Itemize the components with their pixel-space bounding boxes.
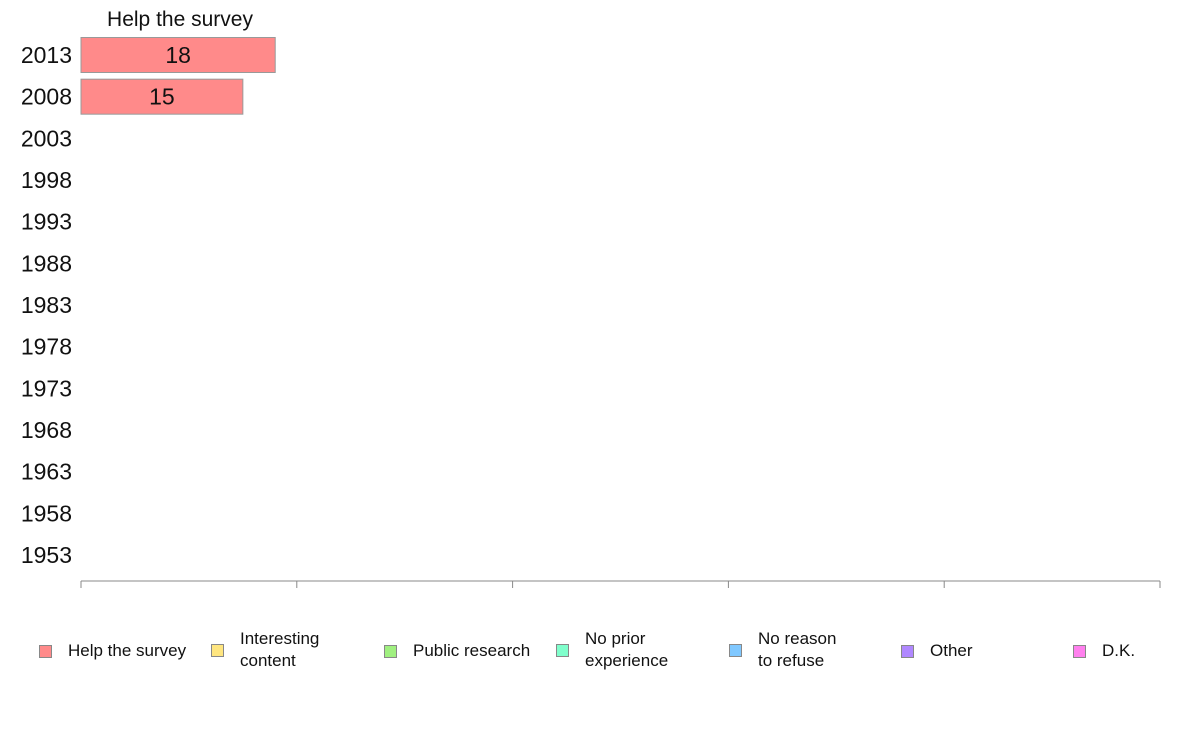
legend-swatch (556, 643, 569, 657)
y-tick-label: 1998 (21, 167, 72, 193)
legend-label: D.K. (1102, 641, 1136, 660)
y-tick-label: 1973 (21, 375, 72, 401)
legend-item: Help the survey (39, 640, 186, 662)
y-tick-label: 2003 (21, 125, 72, 151)
legend-item: Interesting content (211, 628, 319, 672)
legend-label: Public research (413, 641, 531, 660)
legend-label: No reason to refuse (758, 629, 837, 670)
chart: Help the survey 2013 2008 2003 1998 1993 1988… (21, 8, 1177, 600)
legend-item: No prior experience (556, 628, 668, 672)
legend-item: Public research (384, 640, 530, 662)
legend-swatch (729, 643, 742, 657)
bar (80, 78, 244, 115)
legend-swatch (39, 644, 52, 658)
y-tick-label: 2013 (21, 42, 72, 68)
legend-swatch (384, 644, 397, 658)
legend: Help the survey Interesting content Public… (0, 628, 1188, 688)
legend-label: Help the survey (68, 641, 187, 660)
y-tick-label: 1983 (21, 292, 72, 318)
x-tick-label: 40 (501, 597, 523, 600)
x-axis: 0 20 40 60 80 100 (75, 580, 1177, 600)
y-tick-label: 1953 (21, 542, 72, 568)
legend-swatch (211, 643, 224, 657)
panel-title: Help the survey (107, 8, 253, 31)
x-tick-label: 60 (717, 597, 739, 600)
legend-item: Other (901, 640, 973, 662)
legend-swatch (901, 644, 914, 658)
legend-swatch (1073, 644, 1086, 658)
y-tick-label: 1978 (21, 334, 72, 360)
bar-value-label: 18 (165, 42, 191, 68)
legend-label: Other (930, 641, 973, 660)
legend-label: Interesting content (240, 629, 320, 670)
legend-label: No prior experience (585, 629, 669, 670)
legend-item: D.K. (1073, 640, 1135, 662)
y-tick-label: 1958 (21, 500, 72, 526)
y-tick-label: 2008 (21, 84, 72, 110)
x-tick-label: 80 (933, 597, 955, 600)
legend-item: No reason to refuse (729, 628, 836, 672)
y-axis-labels: 2013 2008 2003 1998 1993 1988 1983 1978 1973 1968… (21, 42, 72, 568)
x-tick-label: 0 (75, 597, 86, 600)
y-tick-label: 1993 (21, 209, 72, 235)
x-tick-label: 100 (1143, 597, 1176, 600)
x-tick-label: 20 (286, 597, 308, 600)
y-tick-label: 1963 (21, 459, 72, 485)
y-tick-label: 1968 (21, 417, 72, 443)
bar (80, 37, 276, 73)
y-tick-label: 1988 (21, 250, 72, 276)
bar-value-label: 15 (149, 84, 175, 110)
